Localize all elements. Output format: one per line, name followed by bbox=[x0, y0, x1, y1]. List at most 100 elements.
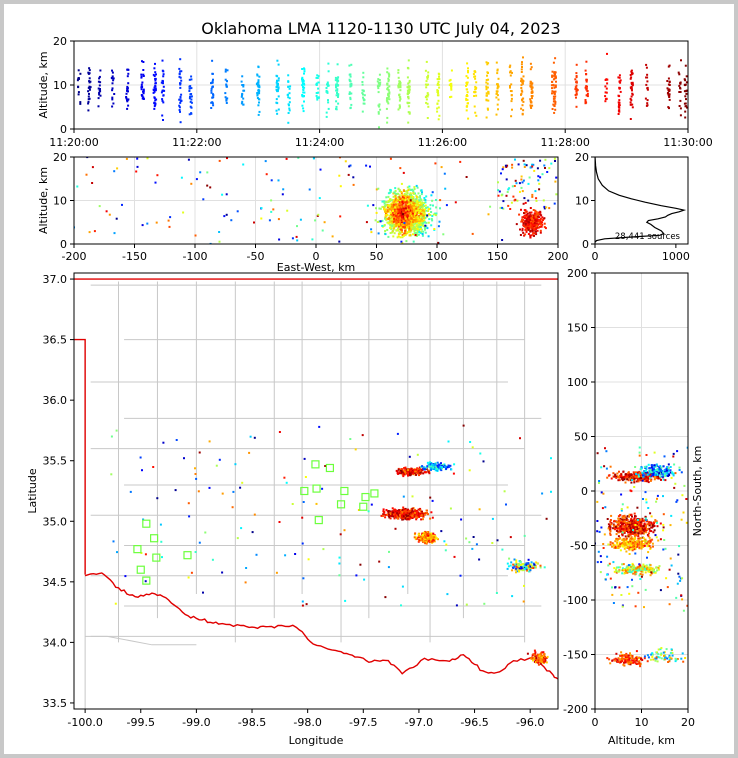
source-point bbox=[666, 87, 669, 90]
source-point bbox=[378, 73, 381, 76]
source-point bbox=[241, 481, 244, 484]
source-point bbox=[388, 73, 391, 76]
source-point bbox=[679, 91, 682, 93]
source-point bbox=[240, 95, 243, 98]
source-point bbox=[362, 76, 365, 79]
source-point bbox=[210, 91, 213, 94]
source-point bbox=[635, 522, 638, 525]
source-point bbox=[301, 600, 304, 603]
source-point bbox=[404, 216, 407, 218]
source-point bbox=[407, 189, 410, 192]
source-point bbox=[524, 201, 527, 204]
source-point bbox=[162, 94, 165, 97]
source-point bbox=[393, 509, 396, 512]
source-point bbox=[535, 225, 538, 228]
source-point bbox=[387, 222, 390, 225]
source-point bbox=[529, 207, 532, 209]
source-point bbox=[395, 229, 398, 232]
source-point bbox=[403, 199, 406, 202]
source-point bbox=[398, 190, 401, 193]
source-point bbox=[301, 94, 304, 97]
source-point bbox=[427, 471, 430, 474]
source-point bbox=[277, 77, 280, 80]
source-point bbox=[520, 84, 523, 87]
source-point bbox=[352, 183, 355, 186]
source-point bbox=[307, 558, 310, 561]
source-point bbox=[468, 469, 471, 472]
source-point bbox=[411, 213, 414, 216]
source-point bbox=[415, 468, 418, 471]
source-point bbox=[142, 61, 145, 63]
source-point bbox=[410, 227, 413, 230]
source-point bbox=[524, 220, 527, 223]
source-point bbox=[575, 75, 578, 77]
source-point bbox=[387, 92, 390, 95]
source-point bbox=[354, 448, 357, 451]
source-point bbox=[392, 205, 395, 208]
source-point bbox=[79, 101, 82, 104]
source-point bbox=[426, 215, 428, 218]
source-point bbox=[389, 227, 392, 229]
source-point bbox=[478, 558, 481, 561]
source-point bbox=[466, 81, 469, 84]
y-axis-label: Latitude bbox=[26, 468, 39, 514]
source-point bbox=[575, 80, 578, 83]
source-point bbox=[537, 219, 540, 222]
source-point bbox=[408, 210, 411, 213]
source-point bbox=[520, 208, 522, 211]
source-point bbox=[404, 507, 407, 510]
source-point bbox=[668, 95, 671, 98]
source-point bbox=[466, 91, 469, 94]
source-point bbox=[408, 472, 411, 475]
source-point bbox=[114, 602, 117, 605]
source-point bbox=[406, 93, 409, 95]
source-point bbox=[521, 66, 523, 68]
source-point bbox=[180, 93, 183, 96]
source-point bbox=[450, 69, 453, 72]
source-point bbox=[425, 80, 428, 83]
source-point bbox=[526, 569, 529, 572]
source-point bbox=[407, 198, 410, 201]
source-point bbox=[575, 84, 578, 87]
source-point bbox=[509, 70, 512, 73]
source-point bbox=[414, 208, 417, 211]
source-point bbox=[620, 523, 623, 526]
source-point bbox=[411, 219, 414, 222]
source-point bbox=[160, 81, 163, 84]
source-point bbox=[497, 98, 500, 101]
source-point bbox=[388, 98, 391, 101]
source-point bbox=[449, 464, 452, 467]
source-point bbox=[554, 84, 557, 87]
source-point bbox=[388, 214, 391, 217]
source-point bbox=[161, 59, 164, 62]
source-point bbox=[240, 102, 243, 105]
source-point bbox=[627, 521, 630, 524]
source-point bbox=[97, 105, 100, 108]
station-marker bbox=[361, 492, 370, 502]
source-point bbox=[425, 86, 428, 89]
source-point bbox=[349, 98, 352, 101]
source-point bbox=[539, 213, 542, 216]
source-point bbox=[405, 217, 407, 220]
source-point bbox=[629, 97, 632, 100]
source-point bbox=[426, 117, 429, 119]
source-point bbox=[531, 165, 534, 168]
source-point bbox=[411, 196, 414, 199]
source-point bbox=[508, 557, 511, 560]
source-point bbox=[434, 537, 437, 540]
source-point bbox=[111, 71, 114, 74]
source-point bbox=[88, 67, 91, 70]
source-point bbox=[257, 89, 260, 92]
source-point bbox=[529, 68, 532, 71]
source-point bbox=[278, 431, 281, 433]
state-border-south bbox=[84, 572, 558, 680]
source-point bbox=[387, 566, 390, 569]
source-point bbox=[465, 84, 467, 87]
source-point bbox=[211, 558, 214, 561]
source-point bbox=[465, 176, 468, 178]
source-point bbox=[522, 231, 525, 234]
source-point bbox=[268, 219, 271, 222]
source-point bbox=[396, 198, 399, 201]
source-point bbox=[399, 515, 402, 518]
source-point bbox=[437, 106, 440, 109]
